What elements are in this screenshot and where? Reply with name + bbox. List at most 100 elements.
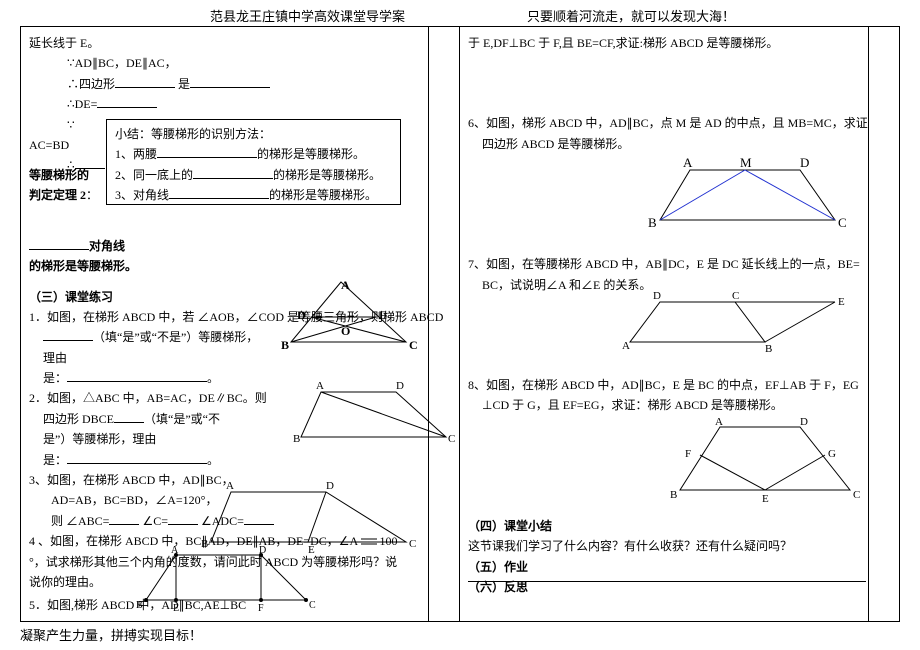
svg-text:B: B [765,343,772,355]
blank [169,187,269,199]
text: ⊥CD 于 G，且 EF=EG，求证：梯形 ABCD 是等腰梯形。 [468,395,891,415]
text: 2、同一底上的 [115,168,193,182]
text: 四边形 DBCE [43,412,114,426]
question-2: 2．如图，△ABC 中，AB=AC，DE∥BC。则 四边形 DBCE （填“是”或… [29,388,279,470]
page-frame: 延长线于 E。 ∵AD∥BC，DE∥AC， ∴四边形 是 ∴DE= ∵ AC=B… [20,26,900,622]
text: 是”）等腰梯形，理由 [29,429,279,449]
blank [29,238,89,250]
text: 2．如图，△ABC 中，AB=AC，DE∥BC。则 [29,388,279,408]
blank [190,76,270,88]
text: 是： [43,371,67,385]
svg-text:C: C [309,600,316,611]
svg-text:F: F [685,448,691,460]
svg-text:B: B [648,215,657,230]
svg-text:D: D [396,380,404,392]
svg-text:A: A [683,155,693,170]
figure-q7: D C E A B [620,287,855,362]
question-5: 5．如图,梯形 ABCD 中，AD∥BC,AE⊥BC [29,595,246,615]
svg-text:C: C [409,338,418,352]
svg-text:C: C [732,290,739,302]
theorem-line: 对角线 [29,236,451,256]
figure-q2: A D E O B C [271,277,426,352]
svg-text:C: C [853,489,860,501]
text: 是 [178,77,190,91]
svg-text:E: E [762,493,769,505]
text: ∠C= [142,514,168,528]
text: 对角线 [89,239,125,253]
text: 判定定理 2 [29,188,86,202]
summary-box: 小结：等腰梯形的识别方法： 1、两腰的梯形是等腰梯形。 2、同一底上的的梯形是等… [106,119,401,205]
theorem-line: 的梯形是等腰梯形。 [29,256,451,276]
svg-text:D: D [800,155,809,170]
question-6: 6、如图，梯形 ABCD 中，AD∥BC，点 M 是 AD 的中点，且 MB=M… [468,113,891,154]
blank [115,76,175,88]
blank [67,452,207,464]
page-header-left: 范县龙王庄镇中学高效课堂导学案 [210,6,405,25]
svg-text:D: D [297,308,306,322]
svg-text:D: D [800,416,808,428]
svg-text:B: B [293,433,300,445]
text-line: ∴DE= [29,94,451,114]
blank [157,146,257,158]
blank [97,96,157,108]
section-title-5: （五）作业 [468,557,891,577]
summary-item: 3、对角线 的梯形是等腰梯形。 [115,185,392,205]
page-header-right: 只要顺着河流走，就可以发现大海！ [527,6,735,25]
question-5-cont: 于 E,DF⊥BC 于 F,且 BE=CF,求证:梯形 ABCD 是等腰梯形。 [468,33,891,53]
svg-text:C: C [838,215,847,230]
svg-text:C: C [448,433,455,445]
question-8: 8、如图，在梯形 ABCD 中，AD∥BC，E 是 BC 的中点，EF⊥AB 于… [468,375,891,416]
text: 四边形 ABCD 是等腰梯形。 [468,134,891,154]
text: 的梯形是等腰梯形。 [273,168,381,182]
blank [114,411,144,423]
text: （填“是”或“不 [144,412,220,426]
summary-title: 小结：等腰梯形的识别方法： [115,124,392,144]
svg-text:A: A [715,416,723,428]
text-line: ∴四边形 是 [29,74,451,94]
text: 是： [43,453,67,467]
text: ∴DE= [67,97,97,111]
svg-text:D: D [326,480,334,492]
text: 7、如图，在等腰梯形 ABCD 中，AB∥DC，E 是 DC 延长线上的一点，B… [468,254,891,274]
svg-text:A: A [622,340,630,352]
theorem-label: 等腰梯形的 判定定理 2： [29,165,98,206]
svg-text:G: G [828,448,836,460]
text: 则 ∠ABC= [51,514,109,528]
text: 3、对角线 [115,188,169,202]
bottom-rule [468,581,866,582]
svg-text:C: C [409,538,416,550]
svg-text:D: D [653,290,661,302]
blank [109,513,139,525]
svg-text:A: A [171,545,179,556]
svg-text:D: D [259,545,266,556]
text: 的梯形是等腰梯形。 [257,147,365,161]
figure-q8: A D F G B E C [665,415,865,510]
text: ： [86,188,98,202]
right-gutter-line [868,27,869,621]
svg-text:A: A [341,278,350,292]
text: 等腰梯形的 [29,165,98,185]
svg-text:F: F [258,603,264,614]
text: ∴四边形 [67,77,115,91]
blank [67,370,207,382]
text-line: ∵AD∥BC，DE∥AC， [29,53,451,73]
right-column: 于 E,DF⊥BC 于 F,且 BE=CF,求证:梯形 ABCD 是等腰梯形。 … [460,27,899,621]
svg-text:B: B [281,338,289,352]
svg-text:E: E [838,296,845,308]
svg-text:A: A [316,380,324,392]
section-4-text: 这节课我们学习了什么内容？有什么收获？还有什么疑问吗？ [468,536,891,556]
text: 的梯形是等腰梯形。 [269,188,377,202]
text: 8、如图，在梯形 ABCD 中，AD∥BC，E 是 BC 的中点，EF⊥AB 于… [468,375,891,395]
svg-text:A: A [226,480,234,492]
blank [168,513,198,525]
text: 6、如图，梯形 ABCD 中，AD∥BC，点 M 是 AD 的中点，且 MB=M… [468,113,891,133]
text-line: 延长线于 E。 [29,33,451,53]
svg-text:M: M [740,155,752,170]
page-footer: 凝聚产生力量，拼搏实现目标！ [20,625,202,644]
figure-q3: A D B C [291,377,456,452]
svg-text:O: O [341,324,350,338]
svg-text:B: B [670,489,677,501]
svg-text:E: E [379,308,387,322]
summary-item: 1、两腰的梯形是等腰梯形。 [115,144,392,164]
summary-item: 2、同一底上的 的梯形是等腰梯形。 [115,165,392,185]
